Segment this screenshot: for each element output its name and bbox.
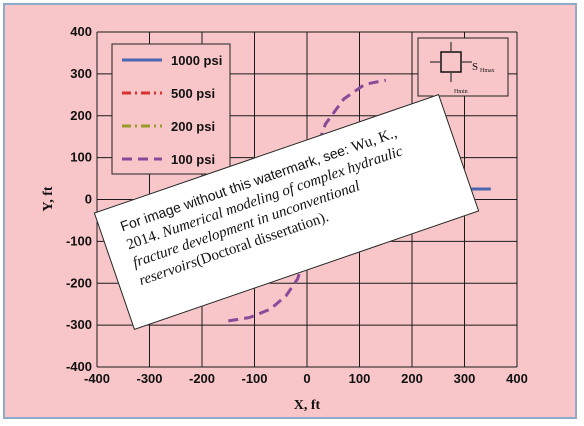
tick-labels: -400 -300 -200 -100 0 100 200 300 400 -400 -300 -20… bbox=[66, 24, 528, 386]
inset-box bbox=[417, 37, 509, 97]
y-tick-label: 100 bbox=[70, 150, 92, 165]
x-tick-label: -300 bbox=[136, 371, 162, 386]
legend-label: 200 psi bbox=[171, 119, 215, 134]
x-tick-label: 300 bbox=[454, 371, 476, 386]
inset-label-hmin: Hmin bbox=[454, 89, 468, 95]
y-tick-label: 200 bbox=[70, 108, 92, 123]
series-line-100-psi bbox=[228, 78, 387, 323]
x-tick-label: 0 bbox=[303, 371, 310, 386]
y-tick-label: -200 bbox=[66, 275, 92, 290]
x-tick-label: 100 bbox=[349, 371, 371, 386]
y-tick-label: 0 bbox=[85, 192, 92, 207]
inset-label-main: S bbox=[472, 61, 478, 73]
inset-element-square bbox=[440, 51, 462, 73]
legend-label: 100 psi bbox=[171, 152, 215, 167]
x-tick-label: -400 bbox=[84, 371, 110, 386]
y-tick-label: -400 bbox=[66, 359, 92, 374]
stress-inset: S Hmax Hmin bbox=[417, 37, 509, 97]
legend-label: 1000 psi bbox=[171, 53, 222, 68]
x-tick-label: -100 bbox=[241, 371, 267, 386]
x-tick-label: 200 bbox=[401, 371, 423, 386]
inset-label-hmax: Hmax bbox=[480, 68, 495, 74]
x-tick-label: -200 bbox=[189, 371, 215, 386]
legend: 1000 psi 500 psi 200 psi 100 psi bbox=[111, 43, 231, 175]
x-tick-label: 400 bbox=[506, 371, 528, 386]
y-tick-label: 400 bbox=[70, 24, 92, 39]
y-tick-label: -100 bbox=[66, 233, 92, 248]
x-axis-title: X, ft bbox=[294, 398, 321, 413]
legend-label: 500 psi bbox=[171, 86, 215, 101]
y-axis-title: Y, ft bbox=[41, 186, 56, 211]
y-tick-label: -300 bbox=[66, 317, 92, 332]
legend-box bbox=[111, 43, 231, 175]
y-tick-label: 300 bbox=[70, 66, 92, 81]
